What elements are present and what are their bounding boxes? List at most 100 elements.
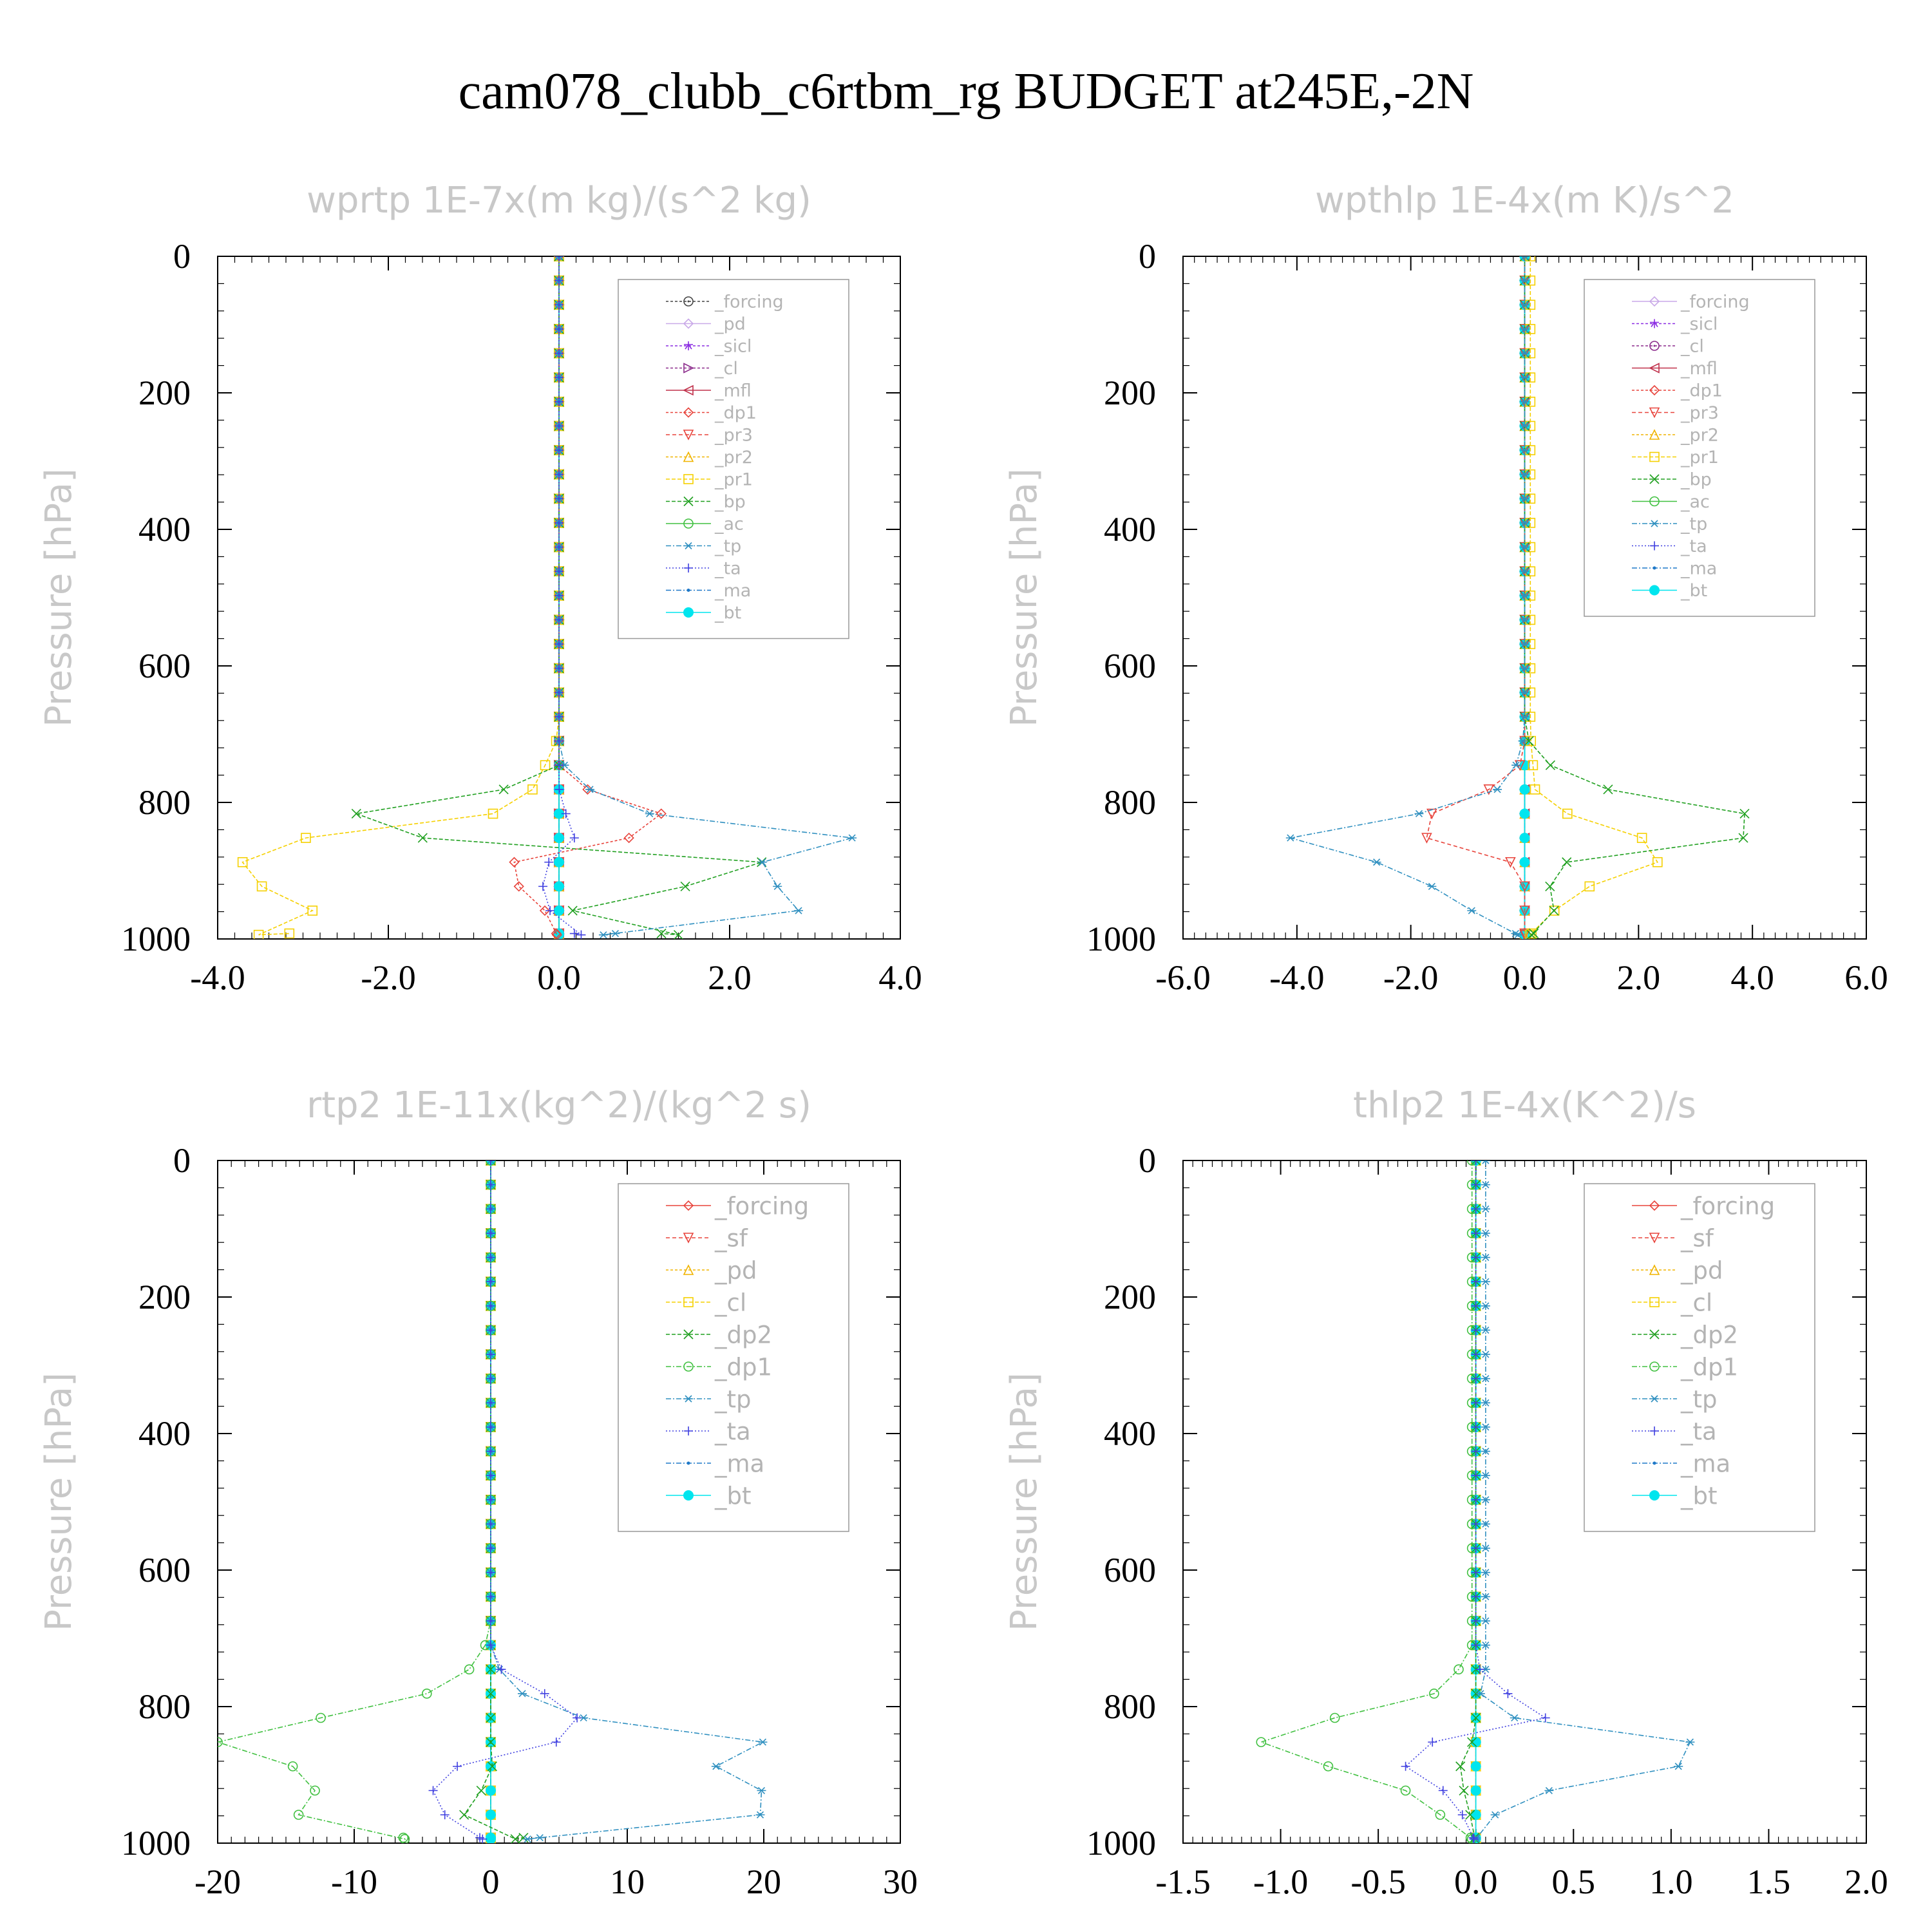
data-point_bt — [1470, 1737, 1481, 1748]
x-tick-label: -0.5 — [1350, 1862, 1405, 1901]
data-point_bp — [1526, 930, 1537, 939]
data-point_ta — [497, 1665, 506, 1674]
legend-label: _pr2 — [714, 448, 753, 468]
legend-marker — [683, 1200, 694, 1211]
legend-marker — [683, 318, 694, 329]
data-point_ta — [554, 348, 564, 358]
legend-label: _cl — [1680, 337, 1704, 357]
data-point_ta — [1471, 1228, 1481, 1238]
data-point_bp — [673, 930, 684, 939]
data-point_ta — [486, 1228, 495, 1238]
data-point_tp — [1481, 1160, 1490, 1164]
x-tick-label: 2.0 — [1617, 958, 1661, 997]
data-point_ta — [554, 373, 564, 383]
data-point_dp1 — [218, 1737, 223, 1747]
data-point_tp — [1520, 422, 1530, 430]
data-point_dp2 — [1467, 1737, 1477, 1747]
legend-marker — [683, 1490, 694, 1501]
data-point_ta — [554, 469, 564, 479]
legend-marker — [1649, 341, 1660, 351]
data-point_tp — [585, 786, 595, 793]
data-point_tp — [486, 1160, 495, 1164]
data-point_tp — [1493, 786, 1502, 793]
data-point_tp — [1481, 1569, 1490, 1577]
legend-box — [618, 279, 849, 639]
series-line_dp1 — [1259, 1160, 1473, 1840]
data-point_tp — [554, 256, 564, 260]
series_tp — [1285, 256, 1530, 939]
data-point_tp — [755, 1811, 765, 1819]
data-point_ta — [554, 542, 564, 552]
data-point_tp — [1481, 1544, 1490, 1552]
data-point_tp — [758, 1738, 768, 1746]
legend-box — [1584, 279, 1815, 617]
data-point_dp2 — [510, 1834, 520, 1843]
data-point_ta — [1475, 1665, 1484, 1674]
data-point_tp — [1520, 592, 1530, 600]
legend-label: _pr3 — [714, 426, 753, 446]
series_ta — [428, 1160, 582, 1843]
legend-label: _ma — [714, 581, 751, 601]
legend-box — [618, 1183, 849, 1532]
data-point_pr1 — [1549, 905, 1560, 916]
data-point_tp — [1481, 1278, 1490, 1285]
legend: _forcing_sicl_cl_mfl_dp1_pr3_pr2_pr1_bp_… — [1584, 279, 1815, 617]
data-point_tp — [611, 929, 620, 938]
data-point_tp — [1481, 1423, 1490, 1431]
data-point_tp — [1481, 1350, 1490, 1358]
data-point_ta — [1471, 1544, 1481, 1553]
legend-marker — [1649, 474, 1660, 484]
data-point_pr1 — [256, 881, 267, 892]
data-point_ta — [486, 1519, 495, 1529]
legend-marker — [1650, 520, 1659, 527]
data-point_ta — [486, 1301, 495, 1311]
data-point_bp — [1738, 833, 1748, 843]
legend-label: _cl — [1680, 1289, 1712, 1316]
data-point_bt — [554, 857, 564, 867]
data-point_ta — [440, 1810, 450, 1820]
x-tick-label: 2.0 — [1844, 1862, 1888, 1901]
data-point_bp — [1549, 905, 1559, 916]
plot-area — [237, 256, 857, 939]
data-point_tp — [1475, 1690, 1485, 1698]
data-point_ta — [475, 1833, 485, 1842]
data-point_tp — [1427, 882, 1437, 890]
data-point_bt — [1470, 1785, 1481, 1796]
data-point_ta — [486, 1422, 495, 1432]
data-point_ta — [554, 446, 564, 455]
data-point_ta — [486, 1592, 495, 1602]
data-point_bt — [554, 833, 564, 844]
data-point_tp — [1520, 713, 1530, 721]
legend-marker — [687, 1461, 690, 1465]
data-point_ta — [486, 1398, 495, 1408]
y-tick-label: 400 — [138, 510, 191, 549]
data-point_ta — [486, 1471, 495, 1481]
y-tick-label: 1000 — [121, 1824, 191, 1862]
series_ta — [538, 256, 586, 939]
data-point_ta — [1469, 1834, 1479, 1843]
data-point_tp — [1490, 1811, 1500, 1819]
legend-label: _sicl — [1680, 314, 1718, 334]
legend-label: _bt — [1680, 581, 1707, 601]
legend-marker — [683, 1264, 694, 1275]
data-point_dp1 — [421, 1689, 432, 1699]
data-point_tp — [1481, 1326, 1490, 1334]
data-point_dp1 — [582, 784, 593, 795]
y-tick-label: 800 — [138, 783, 191, 822]
data-point_tp — [757, 858, 767, 866]
data-point_ta — [1471, 1640, 1481, 1650]
data-point_tp — [1674, 1763, 1683, 1770]
data-point_dp1 — [551, 928, 562, 939]
data-point_ta — [486, 1567, 495, 1577]
series-line_pr3 — [1426, 256, 1526, 935]
data-point_pr1 — [488, 808, 498, 819]
data-point_tp — [1481, 1472, 1490, 1479]
data-point_tp — [535, 1833, 545, 1842]
x-tick-label: 0 — [482, 1862, 500, 1901]
data-point_tp — [1481, 1593, 1490, 1600]
series_pr1 — [237, 256, 564, 939]
series-line_dp1 — [218, 1160, 491, 1840]
data-point_tp — [1520, 567, 1530, 575]
data-point_dp1 — [656, 808, 667, 819]
